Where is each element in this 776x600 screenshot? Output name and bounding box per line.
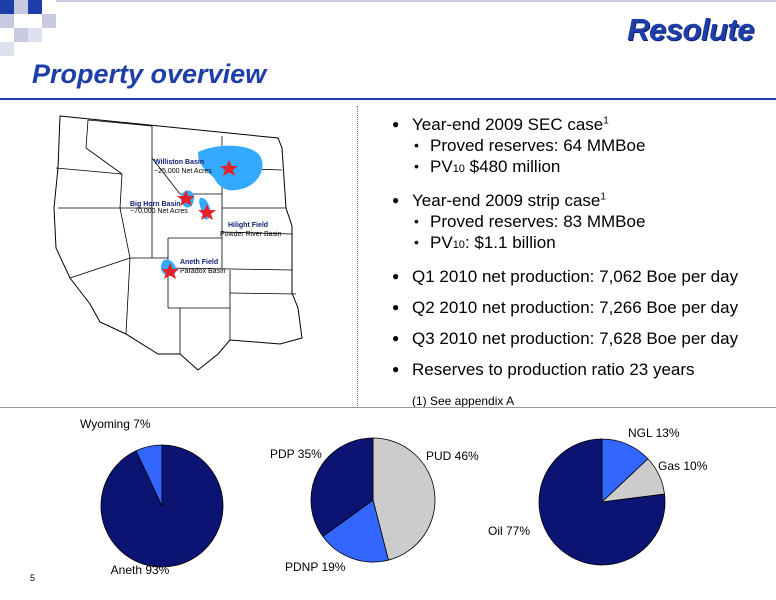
page-number: 5 — [30, 573, 36, 583]
title-rule — [0, 98, 776, 100]
pie-slice — [372, 437, 436, 561]
western-us-map: Williston Basin ~25,000 Net Acres Big Ho… — [30, 108, 355, 408]
strip-case-text: Year-end 2009 strip case — [412, 191, 601, 210]
sec-case-bullet: Year-end 2009 SEC case1 — [392, 114, 772, 135]
pie-chart-reserve-category: PUD 46% PDNP 19% PDP 35% — [270, 437, 479, 574]
sec-proved-reserves: Proved reserves: 64 MMBoe — [392, 135, 772, 156]
pie-slice-label: Wyoming 7% — [80, 417, 151, 431]
map-svg: Williston Basin ~25,000 Net Acres Big Ho… — [53, 115, 303, 371]
williston-basin-label: Williston Basin — [154, 159, 204, 166]
pie-slice-label: PUD 46% — [426, 449, 479, 463]
pie-slice — [322, 499, 389, 563]
big-horn-basin-acres: ~70,000 Net Acres — [130, 208, 188, 215]
vertical-divider — [357, 106, 358, 406]
star-icon — [161, 263, 179, 279]
production-q3: Q3 2010 net production: 7,628 Boe per da… — [392, 328, 772, 349]
strip-pv10: PV10: $1.1 billion — [392, 232, 772, 256]
footnote: (1) See appendix A — [412, 394, 515, 408]
pie-slice-label: Oil 77% — [488, 524, 530, 538]
pie-slice-label: PDNP 19% — [285, 560, 346, 574]
horizontal-divider — [0, 407, 776, 408]
company-logo: Resolute — [627, 12, 754, 47]
pie-slice — [135, 444, 163, 507]
strip-proved-reserves: Proved reserves: 83 MMBoe — [392, 211, 772, 232]
strip-case-footnote-ref: 1 — [600, 191, 606, 203]
aneth-field-basin: Paradox Basin — [180, 268, 226, 275]
pie-charts: Aneth 93% Wyoming 7% PUD 46% PDNP 19% PDP 3… — [80, 417, 708, 577]
pie-chart-property: Aneth 93% Wyoming 7% — [80, 417, 224, 577]
aneth-field-label: Aneth Field — [180, 259, 218, 266]
big-horn-basin-label: Big Horn Basin — [130, 201, 181, 208]
hilight-field-label: Hilight Field — [228, 222, 268, 229]
pie-slice — [538, 438, 666, 566]
star-icon — [198, 204, 216, 220]
williston-basin-acres: ~25,000 Net Acres — [154, 168, 212, 175]
pie-slice-label: Aneth 93% — [111, 563, 170, 577]
pie-slice-label: PDP 35% — [270, 447, 322, 461]
sec-case-text: Year-end 2009 SEC case — [412, 115, 604, 134]
pie-slice-label: NGL 13% — [628, 426, 680, 440]
page-title: Property overview — [32, 59, 267, 89]
production-q2: Q2 2010 net production: 7,266 Boe per da… — [392, 297, 772, 318]
pie-slice — [310, 437, 374, 538]
pie-slice-label: Gas 10% — [658, 459, 708, 473]
star-icon — [220, 160, 238, 176]
production-q1: Q1 2010 net production: 7,062 Boe per da… — [392, 266, 772, 287]
state-lines — [55, 119, 297, 354]
sec-case-footnote-ref: 1 — [603, 115, 609, 127]
strip-case-bullet: Year-end 2009 strip case1 — [392, 190, 772, 211]
pie-chart-commodity: NGL 13% Gas 10% Oil 77% — [488, 426, 708, 566]
map-outline — [53, 115, 303, 371]
reserves-ratio: Reserves to production ratio 23 years — [392, 359, 772, 380]
star-icon — [177, 190, 195, 206]
key-facts-list: Year-end 2009 SEC case1 Proved reserves:… — [392, 108, 772, 408]
hilight-field-basin: Powder River Basin — [220, 231, 282, 238]
sec-pv10: PV10 $480 million — [392, 156, 772, 180]
